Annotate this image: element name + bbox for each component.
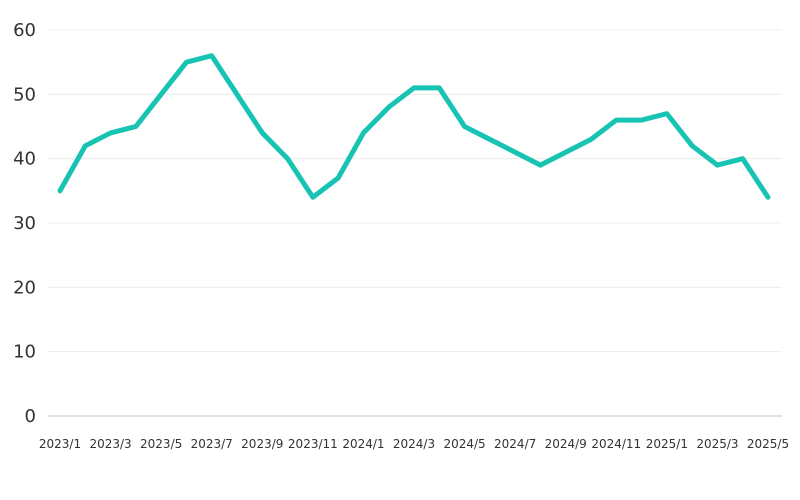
x-tick-label: 2024/11 xyxy=(591,437,641,451)
series-layer xyxy=(57,53,771,200)
x-tick-label: 2023/3 xyxy=(89,437,131,451)
y-tick-label: 40 xyxy=(13,149,36,170)
y-tick-label: 10 xyxy=(13,342,36,363)
x-tick-label: 2023/9 xyxy=(241,437,283,451)
y-tick-label: 0 xyxy=(25,406,36,427)
x-tick-label: 2025/5 xyxy=(747,437,789,451)
x-tick-label: 2024/1 xyxy=(342,437,384,451)
series-line xyxy=(57,53,771,200)
y-tick-label: 60 xyxy=(13,20,36,41)
x-tick-label: 2024/7 xyxy=(494,437,536,451)
x-tick-label: 2023/5 xyxy=(140,437,182,451)
x-tick-label: 2025/1 xyxy=(646,437,688,451)
grid-layer xyxy=(48,29,782,353)
x-tick-label: 2023/11 xyxy=(288,437,338,451)
x-tick-label: 2024/5 xyxy=(443,437,485,451)
y-tick-label: 30 xyxy=(13,213,36,234)
x-tick-label: 2025/3 xyxy=(696,437,738,451)
x-tick-label: 2023/7 xyxy=(191,437,233,451)
x-tick-label: 2024/9 xyxy=(545,437,587,451)
x-tick-label: 2024/3 xyxy=(393,437,435,451)
y-tick-label: 50 xyxy=(13,84,36,105)
tick-layer: 0 10 20 30 40 50 60 2023/1 2023/3 2023/5 2023/7 202… xyxy=(13,20,789,451)
x-tick-label: 2023/1 xyxy=(39,437,81,451)
y-tick-label: 20 xyxy=(13,277,36,298)
